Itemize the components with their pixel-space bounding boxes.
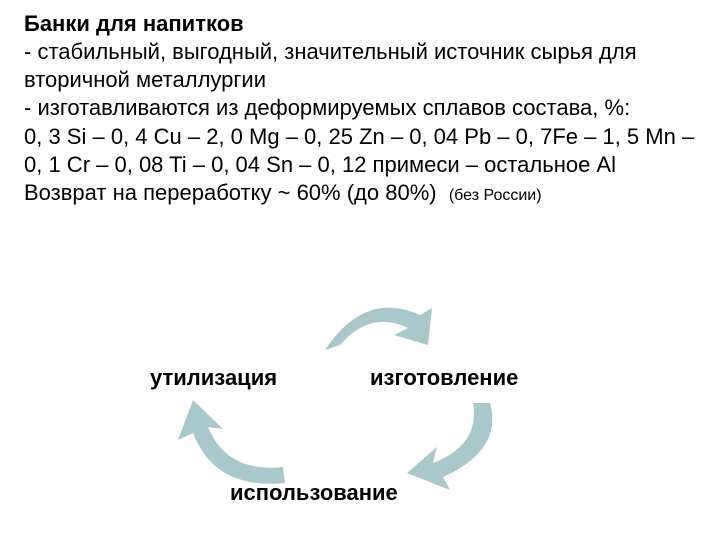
slide: Банки для напитков - стабильный, выгодны… bbox=[0, 0, 720, 540]
note: (без России) bbox=[449, 187, 542, 204]
title: Банки для напитков bbox=[24, 11, 244, 36]
cycle-label-left: утилизация bbox=[150, 365, 277, 391]
cycle-label-bottom: использование bbox=[230, 480, 398, 506]
body-line-3: 0, 3 Si – 0, 4 Cu – 2, 0 Mg – 0, 25 Zn –… bbox=[24, 124, 694, 177]
body-line-2: - изготавливаются из деформируемых сплав… bbox=[24, 95, 630, 120]
cycle-label-right: изготовление bbox=[370, 365, 518, 391]
body-line-4: Возврат на переработку ~ 60% (до 80%) bbox=[24, 180, 437, 205]
cycle-diagram: утилизация изготовление использование bbox=[120, 310, 600, 530]
arrow-top-icon bbox=[310, 290, 440, 370]
body-line-1: - стабильный, выгодный, значительный ист… bbox=[24, 39, 637, 92]
text-block: Банки для напитков - стабильный, выгодны… bbox=[24, 10, 696, 207]
arrow-right-icon bbox=[395, 395, 505, 490]
